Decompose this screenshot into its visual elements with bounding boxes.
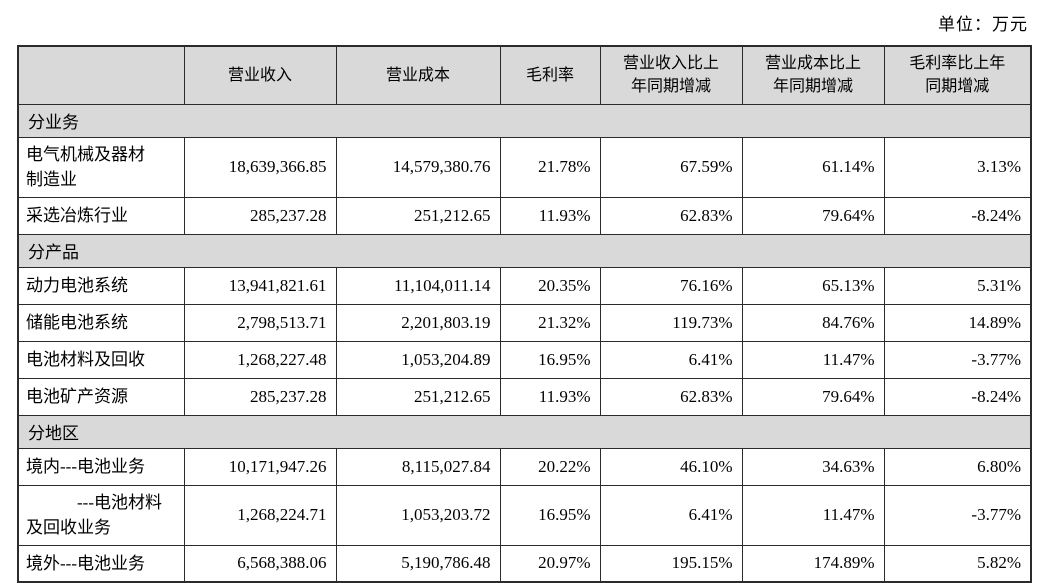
cell-margin: 21.32% [499, 303, 601, 342]
cell-margin: 20.22% [499, 447, 601, 486]
unit-label: 单位：万元 [938, 15, 1028, 34]
cell-revenue: 18,639,366.85 [183, 136, 337, 198]
cell-revenue-change: 67.59% [599, 136, 743, 198]
row-label: 境内---电池业务 [17, 447, 185, 486]
cell-margin: 11.93% [499, 377, 601, 416]
cell-cost: 251,212.65 [335, 196, 501, 235]
row-label: 采选冶炼行业 [17, 196, 185, 235]
section-header-row: 分业务 [17, 103, 1032, 138]
row-label: 境外---电池业务 [17, 544, 185, 583]
section-header-row: 分地区 [17, 414, 1032, 449]
cell-margin-change: -8.24% [883, 196, 1032, 235]
cell-margin: 20.35% [499, 266, 601, 305]
corner-cell [17, 45, 185, 105]
header-cost-change: 营业成本比上 年同期增减 [741, 45, 885, 105]
cell-cost-change: 174.89% [741, 544, 885, 583]
cell-cost-change: 79.64% [741, 196, 885, 235]
section-header-row: 分产品 [17, 233, 1032, 268]
cell-revenue-change: 76.16% [599, 266, 743, 305]
section-label-by-product: 分产品 [17, 233, 1032, 268]
cell-revenue-change: 46.10% [599, 447, 743, 486]
cell-margin-change: 6.80% [883, 447, 1032, 486]
cell-margin-change: -8.24% [883, 377, 1032, 416]
cell-cost-change: 79.64% [741, 377, 885, 416]
cell-revenue: 1,268,224.71 [183, 484, 337, 546]
cell-cost-change: 11.47% [741, 484, 885, 546]
cell-cost-change: 11.47% [741, 340, 885, 379]
cell-margin: 11.93% [499, 196, 601, 235]
row-label: 储能电池系统 [17, 303, 185, 342]
table-row: 动力电池系统 13,941,821.61 11,104,011.14 20.35… [17, 266, 1032, 305]
table-row: 电气机械及器材 制造业 18,639,366.85 14,579,380.76 … [17, 136, 1032, 198]
header-revenue: 营业收入 [183, 45, 337, 105]
header-row: 营业收入 营业成本 毛利率 营业收入比上 年同期增减 营业成本比上 年同期增减 … [17, 45, 1032, 105]
cell-cost: 1,053,204.89 [335, 340, 501, 379]
cell-margin-change: 5.31% [883, 266, 1032, 305]
cell-revenue: 1,268,227.48 [183, 340, 337, 379]
row-label: 动力电池系统 [17, 266, 185, 305]
row-label: 电池材料及回收 [17, 340, 185, 379]
cell-revenue: 2,798,513.71 [183, 303, 337, 342]
header-revenue-change: 营业收入比上 年同期增减 [599, 45, 743, 105]
cell-revenue-change: 195.15% [599, 544, 743, 583]
cell-revenue: 13,941,821.61 [183, 266, 337, 305]
segment-financials-table: 营业收入 营业成本 毛利率 营业收入比上 年同期增减 营业成本比上 年同期增减 … [17, 45, 1032, 583]
cell-cost: 11,104,011.14 [335, 266, 501, 305]
cell-margin: 16.95% [499, 340, 601, 379]
cell-revenue: 6,568,388.06 [183, 544, 337, 583]
cell-margin: 16.95% [499, 484, 601, 546]
cell-revenue-change: 62.83% [599, 196, 743, 235]
cell-margin-change: 5.82% [883, 544, 1032, 583]
cell-margin-change: -3.77% [883, 340, 1032, 379]
row-label: 电气机械及器材 制造业 [17, 136, 185, 198]
header-cost: 营业成本 [335, 45, 501, 105]
header-margin-change: 毛利率比上年 同期增减 [883, 45, 1032, 105]
cell-cost: 2,201,803.19 [335, 303, 501, 342]
table-row: 采选冶炼行业 285,237.28 251,212.65 11.93% 62.8… [17, 196, 1032, 235]
section-label-by-business: 分业务 [17, 103, 1032, 138]
cell-cost-change: 65.13% [741, 266, 885, 305]
cell-margin-change: -3.77% [883, 484, 1032, 546]
cell-cost-change: 34.63% [741, 447, 885, 486]
cell-cost-change: 84.76% [741, 303, 885, 342]
cell-cost: 8,115,027.84 [335, 447, 501, 486]
header-margin: 毛利率 [499, 45, 601, 105]
cell-revenue-change: 62.83% [599, 377, 743, 416]
cell-margin-change: 3.13% [883, 136, 1032, 198]
table-row: 境内---电池业务 10,171,947.26 8,115,027.84 20.… [17, 447, 1032, 486]
cell-margin: 20.97% [499, 544, 601, 583]
section-label-by-region: 分地区 [17, 414, 1032, 449]
cell-margin-change: 14.89% [883, 303, 1032, 342]
cell-cost: 1,053,203.72 [335, 484, 501, 546]
table-row: 电池矿产资源 285,237.28 251,212.65 11.93% 62.8… [17, 377, 1032, 416]
cell-cost: 251,212.65 [335, 377, 501, 416]
cell-revenue: 285,237.28 [183, 377, 337, 416]
cell-revenue-change: 6.41% [599, 484, 743, 546]
row-label: 电池矿产资源 [17, 377, 185, 416]
cell-cost-change: 61.14% [741, 136, 885, 198]
row-label: ---电池材料 及回收业务 [17, 484, 185, 546]
cell-revenue: 10,171,947.26 [183, 447, 337, 486]
cell-revenue-change: 6.41% [599, 340, 743, 379]
cell-cost: 5,190,786.48 [335, 544, 501, 583]
cell-revenue-change: 119.73% [599, 303, 743, 342]
table-row: 境外---电池业务 6,568,388.06 5,190,786.48 20.9… [17, 544, 1032, 583]
cell-margin: 21.78% [499, 136, 601, 198]
table-row: ---电池材料 及回收业务 1,268,224.71 1,053,203.72 … [17, 484, 1032, 546]
table-row: 储能电池系统 2,798,513.71 2,201,803.19 21.32% … [17, 303, 1032, 342]
cell-cost: 14,579,380.76 [335, 136, 501, 198]
cell-revenue: 285,237.28 [183, 196, 337, 235]
table-row: 电池材料及回收 1,268,227.48 1,053,204.89 16.95%… [17, 340, 1032, 379]
